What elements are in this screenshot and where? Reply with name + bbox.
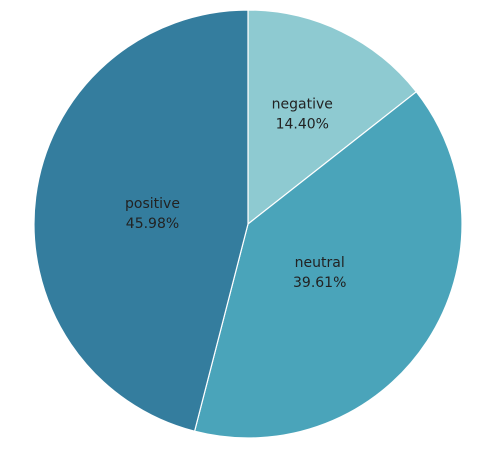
pie-slice-negative [247, 9, 418, 226]
labels-layer: negative 14.40% neutral 39.61% positive 45.98… [125, 96, 346, 290]
pie-slice-neutral [193, 90, 463, 439]
slice-value-label-neutral: 39.61% [293, 275, 346, 291]
slice-name-label-positive: positive [125, 196, 180, 212]
slice-name-label-negative: negative [272, 96, 333, 112]
slice-name-label-neutral: neutral [295, 255, 345, 271]
slice-value-label-negative: 14.40% [276, 116, 329, 132]
slice-value-label-positive: 45.98% [126, 216, 179, 232]
pie-slice-positive [33, 9, 249, 432]
slices-layer [33, 9, 463, 439]
